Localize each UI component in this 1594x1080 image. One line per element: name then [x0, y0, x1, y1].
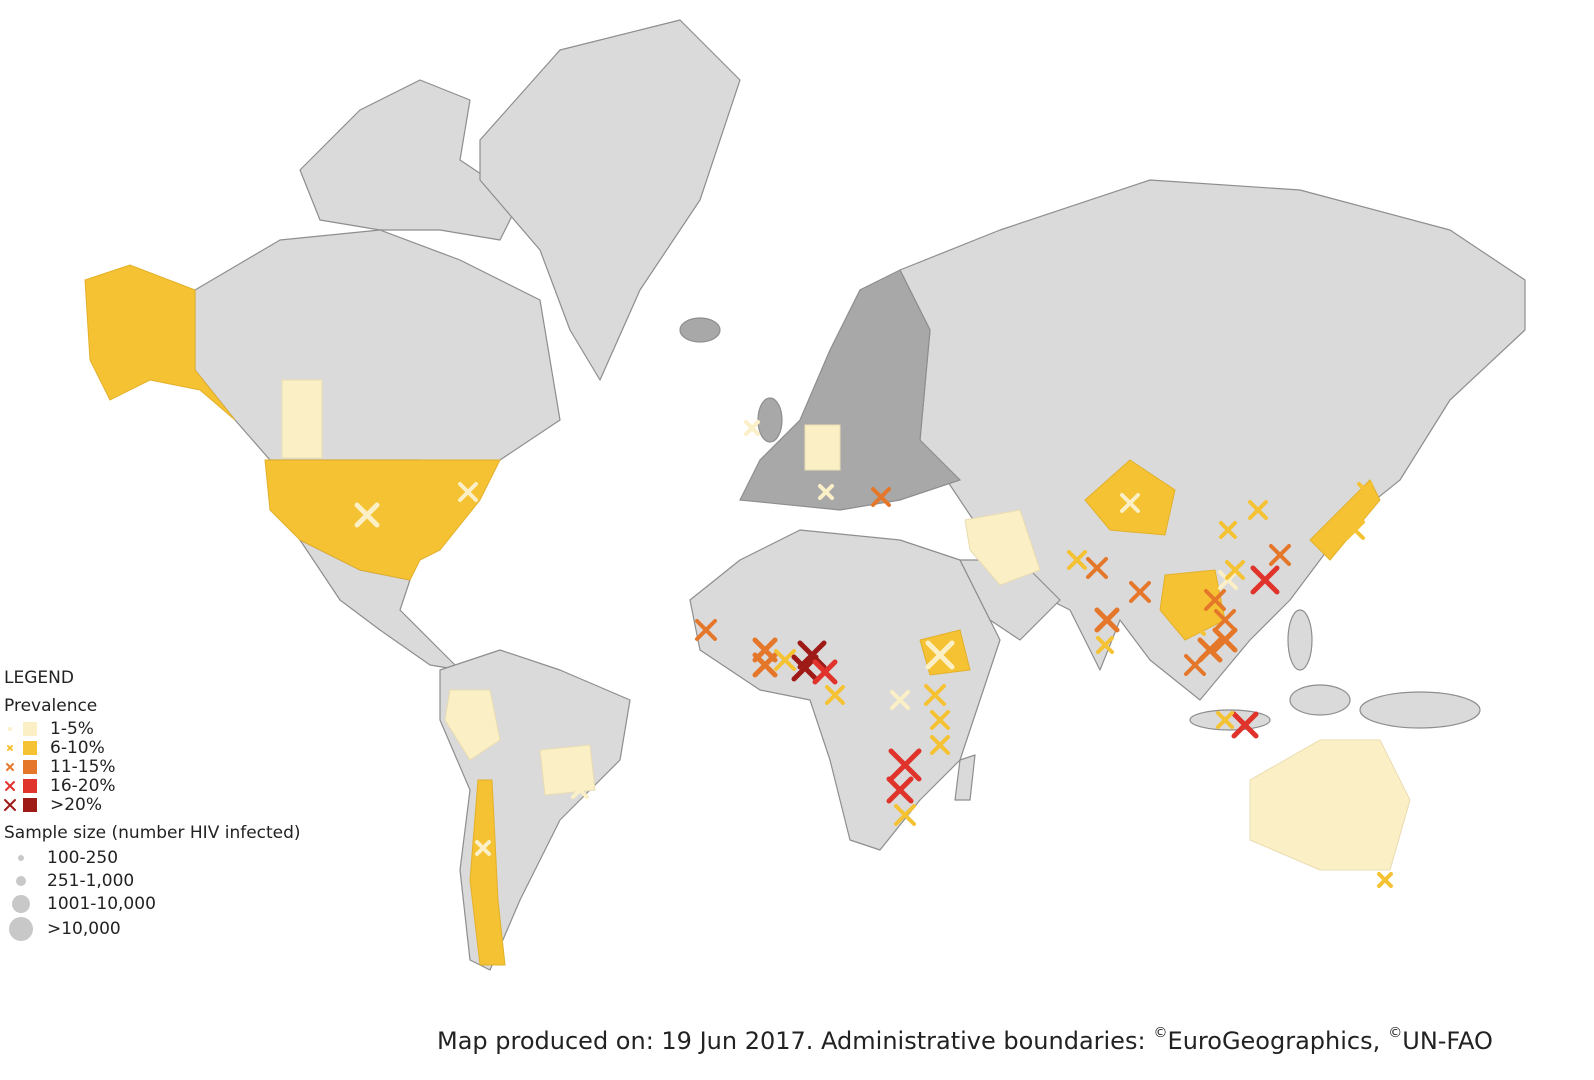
legend-swatch [23, 741, 37, 755]
marker-stroke [894, 804, 916, 826]
legend-label: 16-20% [50, 776, 116, 796]
marker-stroke [1129, 581, 1151, 603]
copyright: © [1388, 1025, 1402, 1041]
legend-subtitle: Sample size (number HIV infected) [4, 823, 301, 843]
legend-swatch [23, 760, 37, 774]
marker-stroke [890, 690, 910, 710]
source: UN-FAO [1402, 1027, 1493, 1055]
marker-stroke [1345, 520, 1365, 540]
marker-stroke [791, 654, 819, 682]
marker-stroke [1120, 493, 1140, 513]
marker-stroke [925, 640, 955, 670]
legend-swatch [23, 798, 37, 812]
marker-stroke [888, 748, 922, 782]
marker-stroke [1184, 654, 1206, 676]
marker-stroke [695, 619, 717, 641]
marker-stroke [1212, 627, 1238, 653]
marker-stroke [7, 745, 13, 751]
legend-label: >10,000 [47, 919, 121, 939]
marker-stroke [1094, 607, 1120, 633]
marker-stroke [458, 482, 478, 502]
legend-label: 11-15% [50, 757, 116, 777]
legend-swatch [23, 779, 37, 793]
marker-stroke [1269, 544, 1291, 566]
copyright: © [1154, 1025, 1168, 1041]
marker-stroke [569, 751, 587, 769]
legend-label: 251-1,000 [47, 871, 134, 891]
marker-stroke [293, 405, 313, 425]
legend-label: 1001-10,000 [47, 894, 156, 914]
marker-stroke [1231, 711, 1259, 739]
marker-stroke [5, 781, 15, 791]
legend-circle [12, 895, 30, 913]
marker-stroke [1184, 614, 1206, 636]
marker-stroke [871, 487, 891, 507]
marker-stroke [8, 727, 12, 731]
marker-stroke [1377, 872, 1393, 888]
marker-stroke [6, 763, 14, 771]
footer-text: Map produced on: 19 Jun 2017. Administra… [437, 1027, 1146, 1055]
marker-stroke [1086, 557, 1108, 579]
legend-swatch [23, 722, 37, 736]
marker-stroke [1225, 560, 1245, 580]
marker-stroke [1357, 482, 1373, 498]
marker-stroke [818, 484, 834, 500]
marker-stroke [1216, 711, 1234, 729]
marker-stroke [886, 776, 914, 804]
legend: LEGEND Prevalence 1-5%6-10%11-15%16-20%>20… [4, 668, 301, 941]
marker-stroke [1219, 521, 1237, 539]
marker-stroke [1250, 565, 1280, 595]
marker-stroke [475, 840, 491, 856]
marker-stroke [354, 502, 380, 528]
markers [293, 405, 1393, 888]
legend-label: 1-5% [50, 719, 94, 739]
footer: Map produced on: 19 Jun 2017. Administra… [437, 1025, 1493, 1055]
marker-stroke [1248, 500, 1268, 520]
marker-stroke [1204, 589, 1226, 611]
marker-stroke [825, 685, 845, 705]
legend-title: LEGEND [4, 668, 74, 688]
marker-stroke [812, 659, 838, 685]
source: EuroGeographics, [1168, 1027, 1381, 1055]
marker-stroke [1067, 550, 1087, 570]
marker-stroke [1325, 790, 1345, 810]
legend-label: >20% [50, 795, 102, 815]
legend-label: 6-10% [50, 738, 105, 758]
marker-stroke [752, 652, 778, 678]
marker-stroke [1096, 636, 1114, 654]
marker-stroke [571, 781, 589, 799]
marker-stroke [545, 765, 565, 785]
land [84, 19, 1526, 971]
marker-stroke [744, 420, 760, 436]
legend-circle [16, 876, 26, 886]
marker-stroke [1214, 609, 1236, 631]
legend-circle [18, 855, 24, 861]
legend-circle [9, 917, 33, 941]
marker-stroke [924, 684, 946, 706]
legend-label: 100-250 [47, 848, 118, 868]
marker-stroke [930, 710, 950, 730]
marker-stroke [797, 640, 827, 670]
marker-stroke [1172, 587, 1198, 613]
marker-stroke [930, 735, 950, 755]
legend-subtitle: Prevalence [4, 696, 97, 716]
marker-stroke [1218, 570, 1238, 590]
marker-stroke [774, 649, 796, 671]
marker-stroke [4, 799, 16, 811]
